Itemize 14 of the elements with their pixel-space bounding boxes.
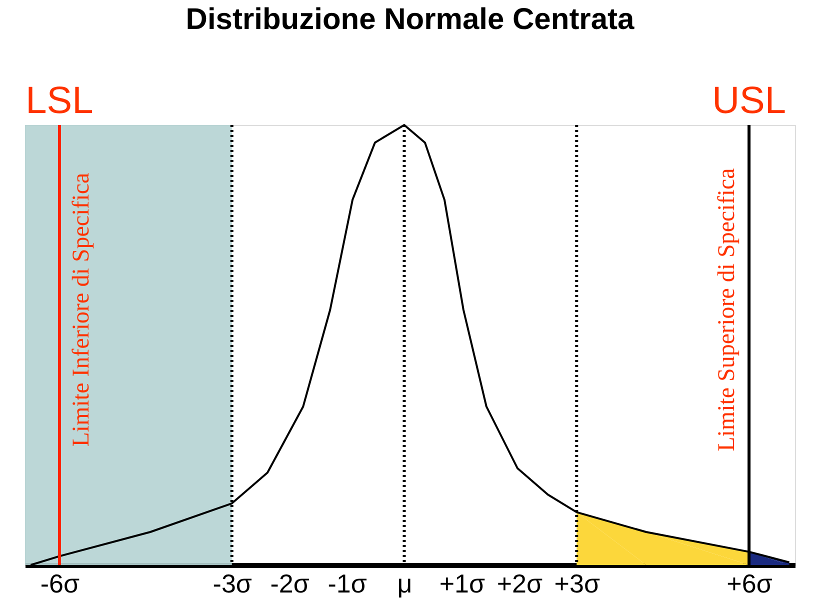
annotation: Limite Inferiore di Specifica [68, 172, 94, 447]
x-tick-label: -6σ [40, 568, 80, 598]
x-tick-label: +6σ [726, 568, 772, 598]
annotation: Limite Superiore di Specifica [714, 168, 740, 452]
x-tick-label: +2σ [496, 568, 543, 598]
x-tick-label: -1σ [328, 568, 367, 598]
chart-title: Distribuzione Normale Centrata [186, 3, 635, 36]
x-tick-label: -3σ [212, 568, 252, 598]
x-tick-label: +1σ [439, 568, 486, 598]
x-tick-label: μ [397, 568, 412, 598]
x-tick-label: -2σ [270, 568, 310, 598]
ref-line-label: USL [712, 80, 786, 122]
ref-line-label: LSL [26, 80, 94, 122]
x-tick-label: +3σ [554, 568, 600, 598]
